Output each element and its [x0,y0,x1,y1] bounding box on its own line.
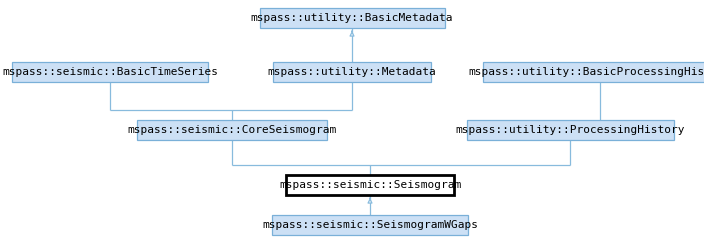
Text: mspass::seismic::SeismogramWGaps: mspass::seismic::SeismogramWGaps [262,220,478,230]
Text: mspass::utility::ProcessingHistory: mspass::utility::ProcessingHistory [455,125,685,135]
Bar [273,62,431,82]
Text: mspass::utility::BasicMetadata: mspass::utility::BasicMetadata [251,13,453,23]
Bar [12,62,208,82]
Bar [272,215,468,235]
Text: mspass::seismic::BasicTimeSeries: mspass::seismic::BasicTimeSeries [2,67,218,77]
Bar [286,175,454,195]
Text: mspass::utility::Metadata: mspass::utility::Metadata [268,67,436,77]
Text: mspass::seismic::Seismogram: mspass::seismic::Seismogram [279,180,461,190]
Bar [137,120,327,140]
Bar [467,120,674,140]
Bar [260,8,444,28]
Text: mspass::utility::BasicProcessingHistory: mspass::utility::BasicProcessingHistory [468,67,704,77]
Text: mspass::seismic::CoreSeismogram: mspass::seismic::CoreSeismogram [127,125,337,135]
Bar [483,62,704,82]
